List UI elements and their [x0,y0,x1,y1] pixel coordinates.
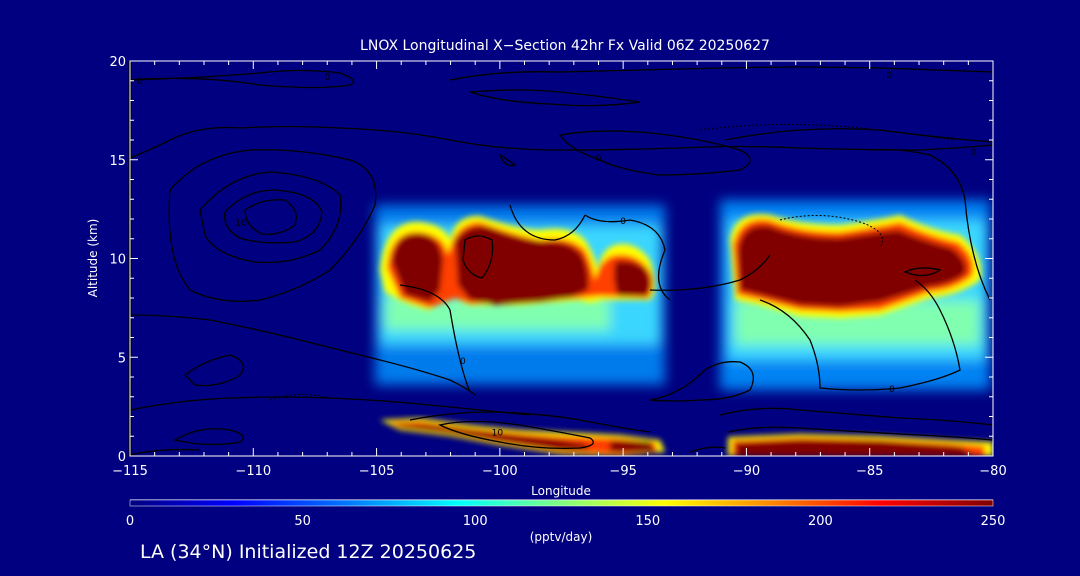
contour-label: 0 [596,154,602,164]
x-tick-label: −115 [112,464,148,479]
x-tick-label: −90 [733,464,760,479]
y-tick-label: 5 [118,351,126,366]
colorbar-tick-label: 50 [294,514,311,529]
colorbar-gradient [129,499,994,507]
y-axis: 0 5 10 15 20 [109,55,993,465]
colorbar-tick-label: 0 [126,514,134,529]
initialization-label: LA (34°N) Initialized 12Z 20250625 [140,541,477,563]
contour-label: 0 [889,385,895,395]
contour-label: 0 [137,77,143,87]
contour-label: 0 [460,357,466,367]
x-tick-label: −110 [235,464,271,479]
x-tick-label: −105 [359,464,395,479]
contour-label: 0 [887,71,893,81]
colorbar-tick-label: 250 [981,514,1006,529]
x-axis-title: Longitude [531,484,591,498]
contour-label: 10 [492,428,504,438]
y-axis-title: Altitude (km) [86,219,100,298]
contour-label: 0 [324,73,330,83]
chart-title: LNOX Longitudinal X−Section 42hr Fx Vali… [360,38,770,54]
colorbar-label: (pptv/day) [530,530,593,544]
colorbar-tick-label: 200 [808,514,833,529]
colorbar: 0 50 100 150 200 250 (pptv/day) [126,499,1006,544]
x-tick-label: −80 [979,464,1006,479]
x-axis: −115 −110 −105 −100 −95 −90 −85 −80 [112,61,1007,479]
y-tick-label: 10 [109,253,126,268]
x-tick-label: −85 [856,464,883,479]
contour-label: 0 [620,217,626,227]
colorbar-ticks: 0 50 100 150 200 250 [126,514,1006,529]
y-tick-label: 20 [109,55,126,70]
colorbar-tick-label: 150 [635,514,660,529]
contour-label: 0 [970,148,976,158]
y-tick-label: 15 [109,154,126,169]
dashed-contours [269,123,956,401]
contour-label: 10 [235,219,247,229]
x-tick-label: −100 [482,464,518,479]
x-tick-label: −95 [609,464,636,479]
colorbar-tick-label: 100 [463,514,488,529]
contour-labels: 0 0 0 0 0 0 0 0 10 10 [137,71,976,438]
heatmap-field [375,200,993,456]
y-tick-label: 0 [118,450,126,465]
